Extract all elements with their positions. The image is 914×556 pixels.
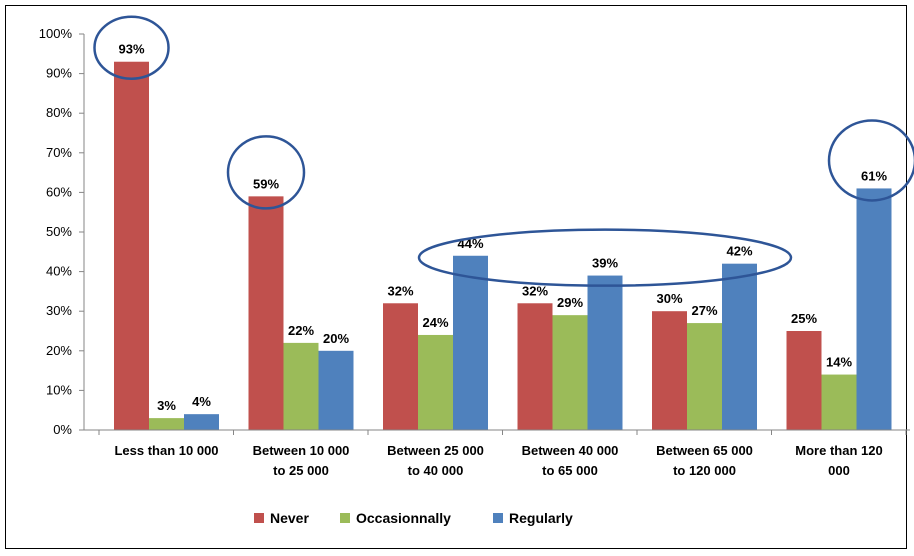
bar-never <box>786 331 822 430</box>
highlight-ellipse <box>417 228 793 287</box>
y-tick-label: 70% <box>46 145 72 160</box>
data-label: 39% <box>592 256 618 271</box>
y-axis: 0% 10% 20% 30% 40% 50% 60% 70% 80% 90% 100% <box>39 26 85 437</box>
y-tick-label: 80% <box>46 105 72 120</box>
data-label: 4% <box>192 394 211 409</box>
y-tick-label: 90% <box>46 66 72 81</box>
legend-swatch-regularly <box>493 513 503 523</box>
x-category-label: More than 120 <box>795 443 882 458</box>
bar-occasionnally <box>821 374 857 430</box>
highlight-ellipse <box>226 135 306 210</box>
x-category-label: to 120 000 <box>673 463 736 478</box>
legend-swatch-occasionnally <box>340 513 350 523</box>
bars <box>114 61 892 430</box>
x-category-label: to 65 000 <box>542 463 598 478</box>
data-label: 29% <box>557 295 583 310</box>
bar-regularly <box>184 414 219 430</box>
x-category-label: to 40 000 <box>408 463 464 478</box>
data-label: 25% <box>791 311 817 326</box>
bar-never <box>248 196 284 430</box>
y-tick-label: 100% <box>39 26 73 41</box>
x-category-label: Between 10 000 <box>253 443 350 458</box>
bar-occasionnally <box>687 323 722 430</box>
data-label: 32% <box>522 283 548 298</box>
x-category-label: Between 40 000 <box>522 443 619 458</box>
data-labels: 93%3% 4%59%22%20%32%24%44%32%29%39%30%27%… <box>118 42 887 413</box>
legend-label-never: Never <box>270 510 309 526</box>
x-category-label: Between 65 000 <box>656 443 753 458</box>
bar-never <box>652 311 687 430</box>
legend-label-occasionnally: Occasionnally <box>356 510 451 526</box>
annotations <box>93 15 914 287</box>
legend-label-regularly: Regularly <box>509 510 573 526</box>
data-label: 14% <box>826 355 852 370</box>
bar-never <box>517 303 553 430</box>
data-label: 59% <box>253 176 279 191</box>
bar-regularly <box>318 350 354 430</box>
x-category-label: Between 25 000 <box>387 443 484 458</box>
data-label: 93% <box>118 42 144 57</box>
bar-regularly <box>722 263 757 430</box>
legend: Never Occasionnally Regularly <box>254 510 573 526</box>
data-label: 22% <box>288 323 314 338</box>
legend-swatch-never <box>254 513 264 523</box>
y-tick-label: 0% <box>53 422 72 437</box>
bar-occasionnally <box>552 315 588 430</box>
bar-occasionnally <box>149 418 184 430</box>
y-tick-label: 10% <box>46 382 72 397</box>
data-label: 20% <box>323 331 349 346</box>
data-label: 42% <box>726 244 752 259</box>
bar-never <box>383 303 418 430</box>
y-tick-label: 30% <box>46 303 72 318</box>
x-category-label: to 25 000 <box>273 463 329 478</box>
highlight-ellipse <box>93 15 170 80</box>
y-tick-label: 60% <box>46 184 72 199</box>
data-label: 27% <box>691 303 717 318</box>
bar-never <box>114 61 149 430</box>
bar-regularly <box>587 275 623 430</box>
bar-regularly <box>856 188 892 430</box>
y-tick-label: 20% <box>46 343 72 358</box>
x-axis: Less than 10 000 Between 10 000 to 25 000 B… <box>84 429 910 478</box>
y-tick-label: 40% <box>46 264 72 279</box>
bar-occasionnally <box>283 342 319 430</box>
highlight-ellipse <box>827 119 914 202</box>
x-category-label: Less than 10 000 <box>114 443 218 458</box>
y-tick-label: 50% <box>46 224 72 239</box>
data-label: 32% <box>387 283 413 298</box>
x-category-label: 000 <box>828 463 850 478</box>
bar-regularly <box>453 255 488 430</box>
data-label: 30% <box>656 291 682 306</box>
data-label: 24% <box>422 315 448 330</box>
data-label: 61% <box>861 168 887 183</box>
data-label: 3% <box>157 398 176 413</box>
bar-occasionnally <box>418 334 453 430</box>
